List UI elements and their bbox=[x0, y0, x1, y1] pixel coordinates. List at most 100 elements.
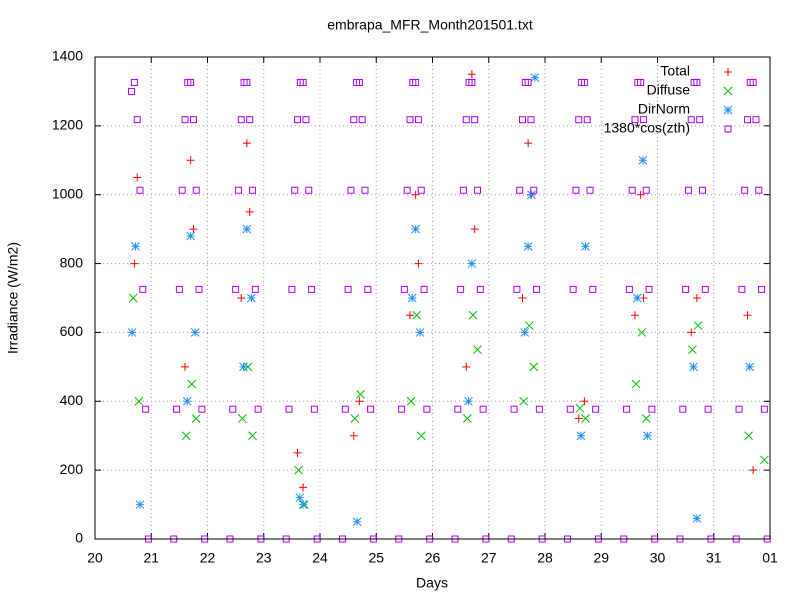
data-point bbox=[406, 396, 416, 406]
data-point bbox=[299, 78, 307, 86]
data-point bbox=[758, 285, 766, 293]
legend-marker bbox=[723, 86, 733, 96]
data-point bbox=[247, 293, 256, 303]
data-point bbox=[471, 116, 479, 124]
plot-border bbox=[94, 56, 771, 540]
data-point bbox=[636, 190, 645, 199]
data-point bbox=[364, 285, 372, 293]
data-point bbox=[516, 186, 524, 194]
x-tick-label: 31 bbox=[706, 550, 722, 566]
data-point bbox=[704, 405, 712, 413]
data-point bbox=[533, 285, 541, 293]
data-point bbox=[139, 285, 147, 293]
data-point bbox=[743, 311, 752, 320]
data-point bbox=[308, 285, 316, 293]
data-point bbox=[684, 186, 692, 194]
data-point bbox=[294, 116, 301, 124]
data-point bbox=[583, 116, 591, 124]
data-point bbox=[527, 116, 535, 124]
data-point bbox=[352, 517, 362, 527]
data-point bbox=[744, 116, 751, 124]
data-point bbox=[189, 225, 198, 234]
legend-label: Total bbox=[660, 63, 690, 79]
data-point bbox=[637, 78, 645, 86]
data-point bbox=[134, 396, 144, 406]
data-point bbox=[639, 116, 647, 124]
data-point bbox=[181, 362, 189, 371]
data-point bbox=[632, 293, 642, 303]
data-point bbox=[415, 328, 425, 337]
data-point bbox=[142, 405, 150, 413]
data-point bbox=[130, 259, 139, 268]
data-point bbox=[575, 403, 585, 413]
data-point bbox=[135, 500, 145, 509]
data-point bbox=[189, 116, 197, 124]
legend-label: Diffuse bbox=[647, 82, 691, 98]
data-point bbox=[242, 224, 252, 234]
legend-label: 1380*cos(zth) bbox=[604, 120, 690, 136]
data-point bbox=[476, 285, 484, 293]
data-point bbox=[527, 190, 536, 200]
data-point bbox=[696, 116, 704, 124]
data-point bbox=[760, 405, 768, 413]
data-point bbox=[638, 155, 648, 165]
data-point bbox=[245, 207, 254, 216]
data-point bbox=[243, 362, 253, 372]
data-point bbox=[293, 448, 302, 457]
data-point bbox=[689, 362, 698, 372]
data-point bbox=[186, 231, 195, 241]
data-point bbox=[745, 362, 755, 372]
chart-title: embrapa_MFR_Month201501.txt bbox=[327, 17, 533, 33]
data-point bbox=[580, 397, 589, 406]
data-point bbox=[295, 493, 305, 503]
data-point bbox=[344, 285, 352, 293]
data-point bbox=[361, 186, 369, 194]
data-point bbox=[752, 116, 760, 124]
data-point bbox=[572, 186, 580, 194]
data-point bbox=[190, 328, 200, 337]
data-point bbox=[581, 414, 590, 423]
data-point bbox=[645, 285, 653, 293]
data-point bbox=[641, 414, 651, 423]
data-point bbox=[398, 405, 406, 413]
data-point bbox=[513, 285, 521, 293]
data-point bbox=[173, 405, 181, 413]
data-point bbox=[127, 328, 137, 337]
data-point bbox=[237, 116, 245, 124]
data-point bbox=[254, 405, 262, 413]
data-point bbox=[679, 405, 687, 413]
data-point bbox=[520, 328, 530, 337]
legend-marker bbox=[724, 68, 732, 76]
data-point bbox=[302, 116, 310, 124]
data-point bbox=[349, 431, 358, 440]
data-point bbox=[510, 405, 518, 413]
y-tick-label: 0 bbox=[75, 530, 83, 546]
data-point bbox=[416, 431, 426, 441]
data-point bbox=[195, 285, 203, 293]
data-point bbox=[237, 294, 246, 302]
y-tick-label: 1400 bbox=[52, 48, 83, 64]
data-point bbox=[291, 186, 299, 194]
data-point bbox=[744, 431, 753, 441]
data-point bbox=[294, 465, 303, 475]
data-point bbox=[191, 414, 201, 423]
data-point bbox=[589, 285, 597, 293]
data-point bbox=[239, 362, 248, 372]
data-point bbox=[687, 116, 695, 124]
data-point bbox=[403, 186, 411, 194]
data-point bbox=[181, 116, 189, 124]
data-point bbox=[407, 293, 417, 303]
data-point bbox=[530, 186, 538, 194]
data-point bbox=[358, 116, 366, 124]
data-point bbox=[232, 285, 240, 293]
legend-label: DirNorm bbox=[638, 101, 690, 117]
data-point bbox=[128, 293, 138, 303]
data-point bbox=[692, 513, 702, 523]
x-tick-label: 23 bbox=[256, 550, 272, 566]
data-point bbox=[701, 285, 709, 293]
data-point bbox=[631, 311, 639, 320]
data-point bbox=[355, 397, 364, 406]
